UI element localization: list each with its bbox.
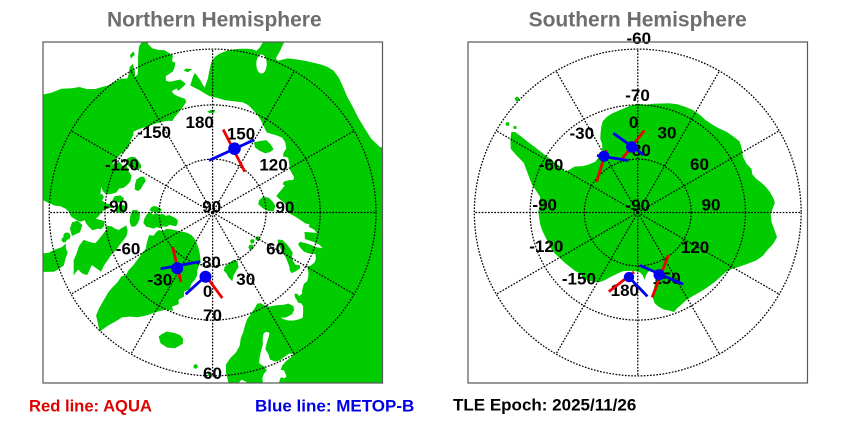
svg-text:-60: -60 <box>116 240 141 259</box>
svg-text:30: 30 <box>658 124 677 143</box>
svg-text:-120: -120 <box>529 237 563 256</box>
svg-text:TLE Epoch: 2025/11/26: TLE Epoch: 2025/11/26 <box>453 396 636 415</box>
svg-text:Red line: AQUA: Red line: AQUA <box>29 397 152 416</box>
svg-text:90: 90 <box>702 195 721 214</box>
svg-text:-60: -60 <box>627 29 652 48</box>
svg-text:80: 80 <box>202 253 221 272</box>
svg-text:-90: -90 <box>104 197 129 216</box>
svg-text:120: 120 <box>259 156 287 175</box>
svg-text:-90: -90 <box>532 195 557 214</box>
svg-text:0: 0 <box>629 113 638 132</box>
svg-text:Northern Hemisphere: Northern Hemisphere <box>107 9 322 32</box>
svg-text:60: 60 <box>690 155 709 174</box>
svg-text:60: 60 <box>266 240 285 259</box>
svg-text:-30: -30 <box>570 124 595 143</box>
svg-text:180: 180 <box>186 113 214 132</box>
svg-text:-120: -120 <box>105 156 139 175</box>
svg-text:90: 90 <box>275 198 294 217</box>
svg-text:120: 120 <box>681 238 709 257</box>
svg-text:70: 70 <box>203 306 222 325</box>
svg-text:-90: -90 <box>625 196 650 215</box>
svg-text:60: 60 <box>203 364 222 383</box>
svg-text:-70: -70 <box>625 86 650 105</box>
svg-text:-60: -60 <box>539 156 564 175</box>
svg-text:-150: -150 <box>137 123 171 142</box>
svg-text:30: 30 <box>236 270 255 289</box>
svg-text:Blue line: METOP-B: Blue line: METOP-B <box>255 397 414 416</box>
svg-text:90: 90 <box>202 197 221 216</box>
svg-text:-30: -30 <box>148 271 173 290</box>
svg-text:-150: -150 <box>562 269 596 288</box>
